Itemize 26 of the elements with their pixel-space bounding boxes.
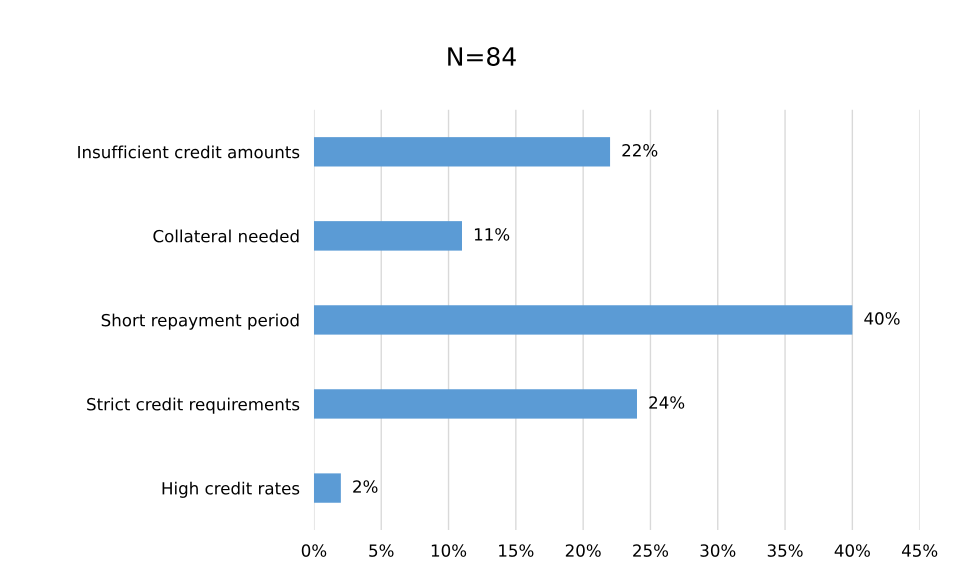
bar (314, 389, 637, 419)
x-tick-label: 15% (499, 544, 534, 557)
x-tick-label: 20% (566, 544, 601, 557)
bar (314, 305, 852, 335)
x-tick-label: 10% (432, 544, 466, 557)
x-tick-label: 0% (302, 544, 326, 557)
y-tick-label: Strict credit requirements (87, 398, 300, 414)
bar (314, 221, 462, 251)
x-tick-label: 35% (768, 544, 803, 557)
x-tick-label: 5% (369, 544, 394, 557)
data-label: 11% (474, 228, 510, 241)
y-tick-label: Short repayment period (102, 314, 299, 330)
data-label: 2% (353, 480, 378, 493)
data-label: 40% (864, 312, 900, 325)
data-label: 24% (649, 396, 684, 409)
data-label: 22% (622, 144, 658, 157)
bar (314, 473, 341, 503)
x-tick-label: 40% (834, 544, 870, 557)
bar (314, 137, 610, 167)
y-tick-label: High credit rates (162, 482, 300, 498)
y-tick-label: Collateral needed (153, 230, 299, 242)
x-tick-label: 30% (700, 544, 736, 557)
x-tick-label: 25% (633, 544, 668, 557)
y-tick-label: Insufficient credit amounts (78, 145, 300, 158)
chart-title: N=84 (448, 47, 516, 66)
x-tick-label: 45% (902, 544, 938, 557)
